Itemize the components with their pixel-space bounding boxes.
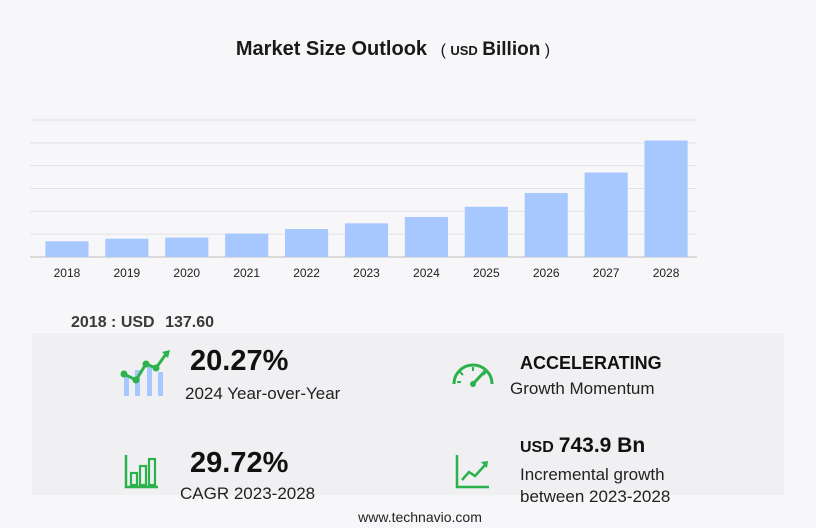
x-tick-2027: 2027 — [593, 266, 620, 280]
growth-chart-icon — [120, 350, 170, 396]
x-tick-2024: 2024 — [413, 266, 440, 280]
x-tick-2025: 2025 — [473, 266, 500, 280]
unit-word: Billion — [482, 39, 541, 60]
x-tick-2023: 2023 — [353, 266, 380, 280]
bar-2018 — [45, 241, 89, 257]
x-tick-2018: 2018 — [54, 266, 81, 280]
bar-2028 — [644, 140, 688, 257]
momentum-value: ACCELERATING — [520, 353, 662, 373]
trend-up-icon — [455, 455, 489, 489]
unit-close: ) — [544, 42, 551, 59]
unit-currency: USD — [450, 43, 478, 58]
x-tick-2021: 2021 — [233, 266, 260, 280]
bar-2024 — [404, 217, 448, 257]
bar-2023 — [344, 223, 389, 257]
bar-2022 — [285, 229, 329, 257]
incremental-label-line2: between 2023-2028 — [520, 487, 671, 506]
cagr-value: 29.72% — [190, 447, 289, 479]
bar-2026 — [524, 193, 568, 257]
x-tick-2019: 2019 — [114, 266, 141, 280]
yoy-label: 2024 Year-over-Year — [185, 384, 341, 403]
stats-panel — [32, 333, 784, 495]
base-separator: : — [111, 314, 117, 331]
bar-2019 — [105, 238, 149, 257]
incremental-currency: USD — [520, 439, 554, 456]
speedometer-icon — [452, 363, 494, 387]
x-tick-2026: 2026 — [533, 266, 560, 280]
chart-title: Market Size Outlook ( USD Billion ) — [0, 38, 786, 61]
base-year: 2018 — [71, 314, 107, 331]
chart-title-unit: ( USD Billion ) — [440, 39, 551, 60]
footer-url: www.technavio.com — [358, 509, 482, 525]
x-tick-2028: 2028 — [653, 266, 680, 280]
base-year-value: 2018 : USD 137.60 — [71, 314, 214, 332]
bar-chart: 2018 2019 2020 2021 2022 2023 2024 2025 2026 2027… — [30, 119, 697, 280]
incremental-value: USD 743.9 Bn — [520, 434, 645, 458]
yoy-value: 20.27% — [190, 345, 289, 377]
unit-open: ( — [440, 42, 446, 59]
bar-2020 — [165, 237, 209, 257]
bar-2027 — [584, 172, 628, 257]
momentum-label: Growth Momentum — [510, 379, 655, 398]
incremental-amount: 743.9 Bn — [558, 434, 646, 457]
x-tick-2022: 2022 — [293, 266, 320, 280]
x-tick-2020: 2020 — [173, 266, 200, 280]
base-currency: USD — [120, 314, 155, 331]
bar-2025 — [464, 206, 508, 257]
cagr-label: CAGR 2023-2028 — [180, 484, 316, 503]
chart-title-main: Market Size Outlook — [235, 38, 428, 60]
bar-2021 — [225, 233, 269, 257]
bar-chart-icon — [124, 455, 158, 489]
incremental-label-line1: Incremental growth — [520, 465, 665, 484]
base-value: 137.60 — [165, 314, 214, 331]
